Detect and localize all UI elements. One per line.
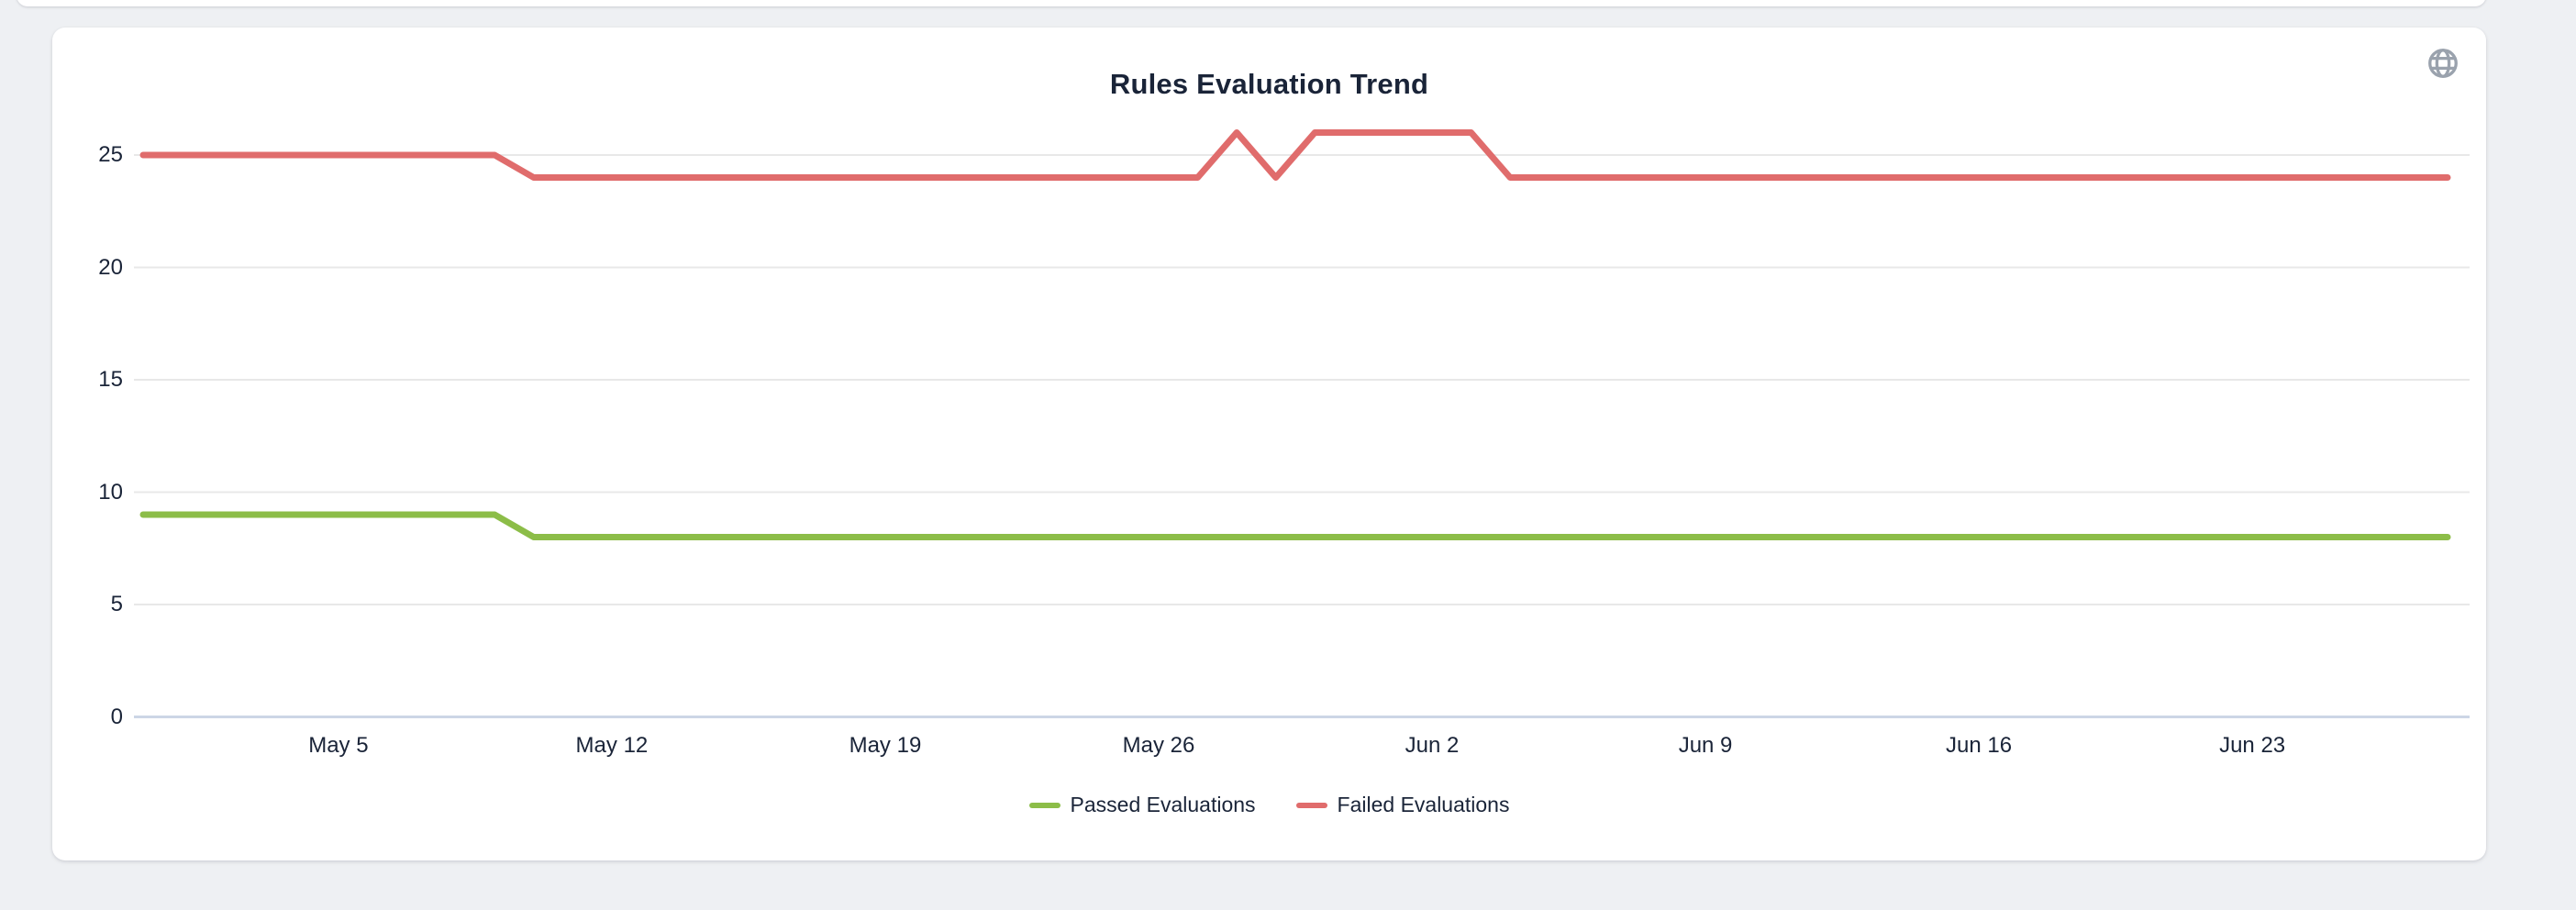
legend-swatch [1295, 802, 1327, 808]
x-axis-tick-label: May 12 [575, 733, 649, 758]
x-axis-tick-label: Jun 2 [1405, 733, 1460, 758]
passed-evaluations-line [139, 511, 2451, 540]
x-axis-tick-label: Jun 23 [2219, 733, 2286, 758]
card-above-partial [17, 0, 2486, 6]
legend-swatch [1028, 802, 1060, 808]
globe-icon [2428, 49, 2458, 78]
y-axis-tick-label: 5 [110, 592, 123, 616]
x-axis-tick-label: May 5 [308, 733, 369, 758]
legend-item-passed-evaluations[interactable]: Passed Evaluations [1028, 793, 1256, 817]
x-axis-tick-label: Jun 9 [1678, 733, 1733, 758]
y-axis-tick-label: 20 [98, 254, 123, 280]
legend-label: Failed Evaluations [1337, 793, 1510, 816]
y-axis-tick-label: 0 [110, 704, 123, 729]
x-axis-tick-label: Jun 16 [1946, 733, 2013, 758]
legend-item-failed-evaluations[interactable]: Failed Evaluations [1295, 793, 1510, 817]
chart-legend: Passed Evaluations Failed Evaluations [52, 793, 2486, 817]
globe-toolbox-button[interactable] [2426, 46, 2460, 81]
y-axis-tick-label: 10 [98, 479, 123, 505]
legend-label: Passed Evaluations [1070, 793, 1256, 816]
failed-evaluations-line [139, 129, 2451, 181]
x-axis-tick-label: May 26 [1122, 733, 1195, 758]
y-axis-tick-label: 25 [98, 142, 123, 167]
y-axis-tick-label: 15 [98, 367, 123, 392]
chart-title: Rules Evaluation Trend [1109, 68, 1429, 100]
x-axis-tick-label: May 19 [849, 733, 922, 758]
